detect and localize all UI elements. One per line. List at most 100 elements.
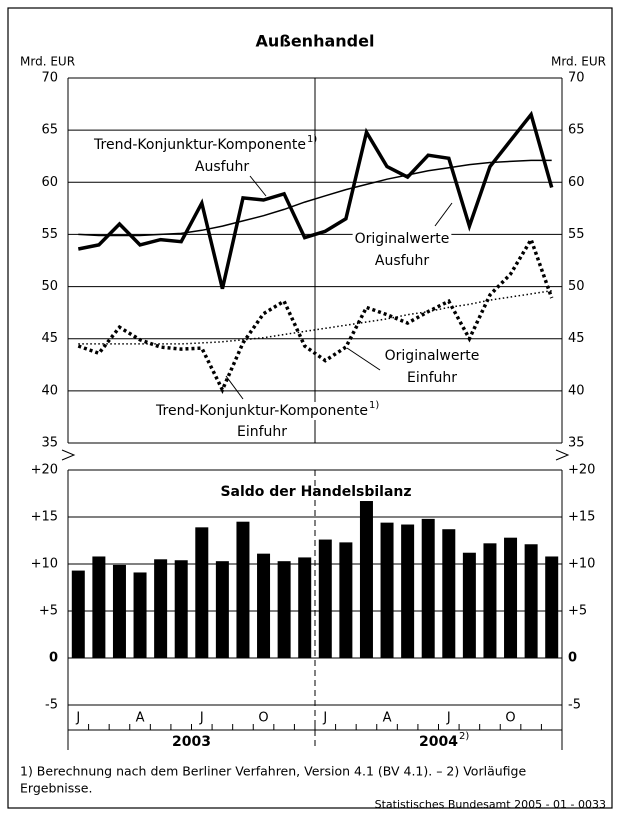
year-label: 2004	[419, 734, 458, 750]
y-tick-label: 50	[41, 279, 58, 294]
bar	[174, 560, 188, 658]
y2-axis-label: Mrd. EUR	[551, 55, 606, 69]
year-label: 2003	[172, 734, 211, 750]
bar	[545, 556, 559, 658]
y2-tick-label: 40	[568, 383, 585, 398]
chart-title: Außenhandel	[256, 32, 375, 51]
bar	[483, 543, 497, 658]
label-bg	[192, 158, 252, 176]
bar	[380, 522, 394, 658]
y-axis-label: Mrd. EUR	[20, 55, 75, 69]
series-label: Einfuhr	[237, 424, 287, 440]
bar	[257, 553, 271, 658]
line-series	[77, 110, 554, 290]
x-tick-label: J	[75, 711, 80, 726]
label-bg	[382, 347, 482, 365]
series-label: Trend-Konjunktur-Komponente	[155, 403, 368, 419]
bar	[401, 524, 415, 658]
year-note: 2)	[459, 731, 469, 742]
y-tick-label: 65	[41, 123, 58, 138]
axis-break	[61, 449, 76, 461]
y-tick-label: 70	[41, 71, 58, 86]
x-tick-label: O	[505, 711, 515, 726]
label-bg	[154, 402, 370, 420]
bar	[359, 501, 373, 658]
y-tick-label: 40	[41, 383, 58, 398]
y2-tick-label: 50	[568, 279, 585, 294]
bar	[524, 544, 538, 658]
leader-line	[249, 175, 267, 197]
line-series	[77, 235, 554, 394]
series-label: Ausfuhr	[375, 253, 429, 269]
y-tick-label: +15	[31, 510, 58, 525]
bar	[298, 557, 312, 658]
y-tick-label: 60	[41, 175, 58, 190]
bar	[421, 518, 435, 658]
label-bg	[234, 423, 290, 441]
y-tick-label: +5	[39, 604, 58, 619]
label-bg	[372, 252, 432, 270]
footnote: Ergebnisse.	[20, 781, 92, 796]
y2-tick-label: +15	[568, 510, 595, 525]
series-label: Ausfuhr	[195, 159, 249, 175]
y2-tick-label: +10	[568, 557, 595, 572]
y2-tick-label: 60	[568, 175, 585, 190]
y2-tick-label: +5	[568, 604, 587, 619]
bar	[154, 559, 168, 658]
label-bg	[404, 369, 460, 387]
x-tick-label: J	[446, 711, 451, 726]
y-tick-label: 35	[41, 436, 58, 451]
bar	[339, 542, 353, 658]
bar	[277, 561, 291, 658]
bar	[112, 564, 126, 658]
y-tick-label: 0	[49, 651, 58, 666]
y2-tick-label: 0	[568, 651, 577, 666]
y-tick-label: +10	[31, 557, 58, 572]
series-label: Originalwerte	[355, 231, 450, 247]
x-tick-label: J	[322, 711, 327, 726]
frame	[7, 7, 613, 809]
bar	[442, 529, 456, 658]
bar	[195, 527, 209, 658]
line-series	[78, 159, 552, 237]
label-bg	[92, 136, 308, 154]
leader-line	[434, 202, 453, 227]
x-tick-label: A	[383, 711, 392, 726]
series-note: 1)	[307, 134, 317, 145]
bar-title: Saldo der Handelsbilanz	[220, 484, 411, 500]
y2-tick-label: 55	[568, 227, 585, 242]
leader-line	[346, 347, 381, 371]
label-bg	[352, 230, 452, 248]
axis-break	[555, 449, 570, 461]
y-tick-label: -5	[45, 698, 58, 713]
bar	[92, 556, 106, 658]
bar	[71, 570, 85, 658]
y-tick-label: 55	[41, 227, 58, 242]
y2-tick-label: 35	[568, 436, 585, 451]
bar	[133, 572, 147, 658]
y-tick-label: +20	[31, 463, 58, 478]
y2-tick-label: 65	[568, 123, 585, 138]
x-tick-label: A	[136, 711, 145, 726]
bar	[504, 537, 518, 658]
bar	[215, 561, 229, 658]
x-tick-label: O	[258, 711, 268, 726]
leader-line	[225, 375, 244, 400]
y2-tick-label: +20	[568, 463, 595, 478]
series-label: Trend-Konjunktur-Komponente	[93, 137, 306, 153]
series-label: Einfuhr	[407, 370, 457, 386]
x-tick-label: J	[199, 711, 204, 726]
y2-tick-label: 70	[568, 71, 585, 86]
footnote: 1) Berechnung nach dem Berliner Verfahre…	[20, 764, 526, 779]
y2-tick-label: -5	[568, 698, 581, 713]
bar	[462, 552, 476, 658]
bar	[236, 521, 250, 658]
bar	[318, 539, 332, 658]
series-label: Originalwerte	[385, 348, 480, 364]
y2-tick-label: 45	[568, 331, 585, 346]
source: Statistisches Bundesamt 2005 - 01 - 0033	[375, 798, 606, 811]
y-tick-label: 45	[41, 331, 58, 346]
series-note: 1)	[369, 400, 379, 411]
